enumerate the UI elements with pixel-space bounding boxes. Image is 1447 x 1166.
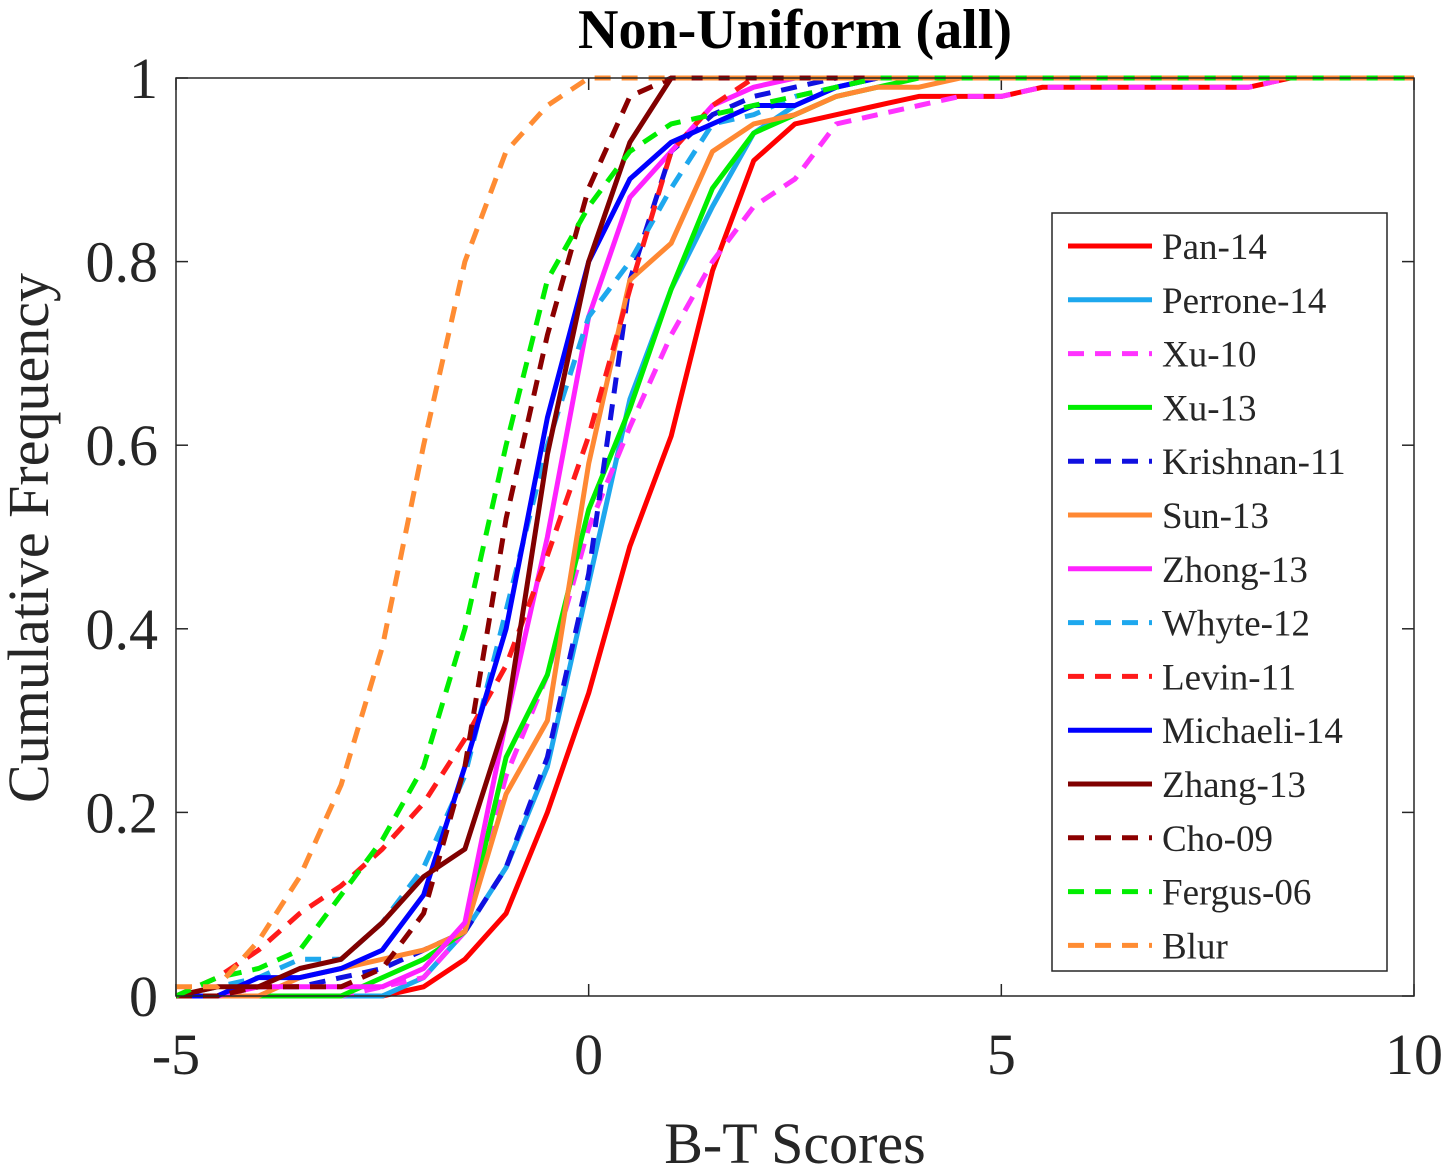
legend-label: Zhong-13 bbox=[1162, 550, 1308, 591]
legend-label: Cho-09 bbox=[1162, 819, 1273, 860]
x-tick-label: -5 bbox=[152, 1022, 200, 1087]
series-line-krishnan-11 bbox=[176, 75, 1414, 999]
legend-label: Xu-13 bbox=[1162, 388, 1257, 429]
legend-label: Zhang-13 bbox=[1162, 765, 1306, 806]
y-axis-title: Cumulative Frequency bbox=[0, 273, 61, 803]
plot-frame bbox=[175, 77, 1415, 997]
legend-label: Xu-10 bbox=[1162, 335, 1257, 376]
series-line-zhang-13 bbox=[175, 75, 1414, 999]
chart-title: Non-Uniform (all) bbox=[578, 0, 1012, 61]
series-line-blur bbox=[176, 75, 1414, 990]
legend-label: Pan-14 bbox=[1162, 227, 1267, 268]
legend-label: Krishnan-11 bbox=[1162, 442, 1346, 483]
legend-label: Fergus-06 bbox=[1162, 873, 1311, 914]
legend-label: Perrone-14 bbox=[1162, 281, 1326, 322]
y-tick-label: 0.8 bbox=[86, 230, 159, 295]
x-tick-label: 5 bbox=[987, 1022, 1016, 1087]
legend-box bbox=[1051, 212, 1388, 972]
y-tick-label: 0.6 bbox=[86, 413, 159, 478]
y-tick-label: 0 bbox=[129, 964, 158, 1029]
legend-label: Whyte-12 bbox=[1162, 604, 1310, 645]
x-axis-title: B-T Scores bbox=[664, 1111, 926, 1166]
y-tick-label: 1 bbox=[129, 46, 158, 111]
legend-label: Sun-13 bbox=[1162, 496, 1269, 537]
series-lines bbox=[174, 75, 1414, 999]
series-line-cho-09 bbox=[176, 75, 1414, 999]
legend-label: Michaeli-14 bbox=[1162, 711, 1343, 752]
legend: Pan-14 Perrone-14 Xu-10 Xu-13 Krishnan-11 Sun… bbox=[1051, 212, 1388, 972]
x-tick-label: 0 bbox=[574, 1022, 603, 1087]
x-tick-label: 10 bbox=[1385, 1022, 1443, 1087]
legend-label: Blur bbox=[1162, 926, 1228, 967]
y-tick-label: 0.4 bbox=[86, 597, 159, 662]
y-tick-label: 0.2 bbox=[86, 780, 159, 845]
legend-label: Levin-11 bbox=[1162, 657, 1296, 698]
series-line-michaeli-14 bbox=[176, 75, 1414, 999]
